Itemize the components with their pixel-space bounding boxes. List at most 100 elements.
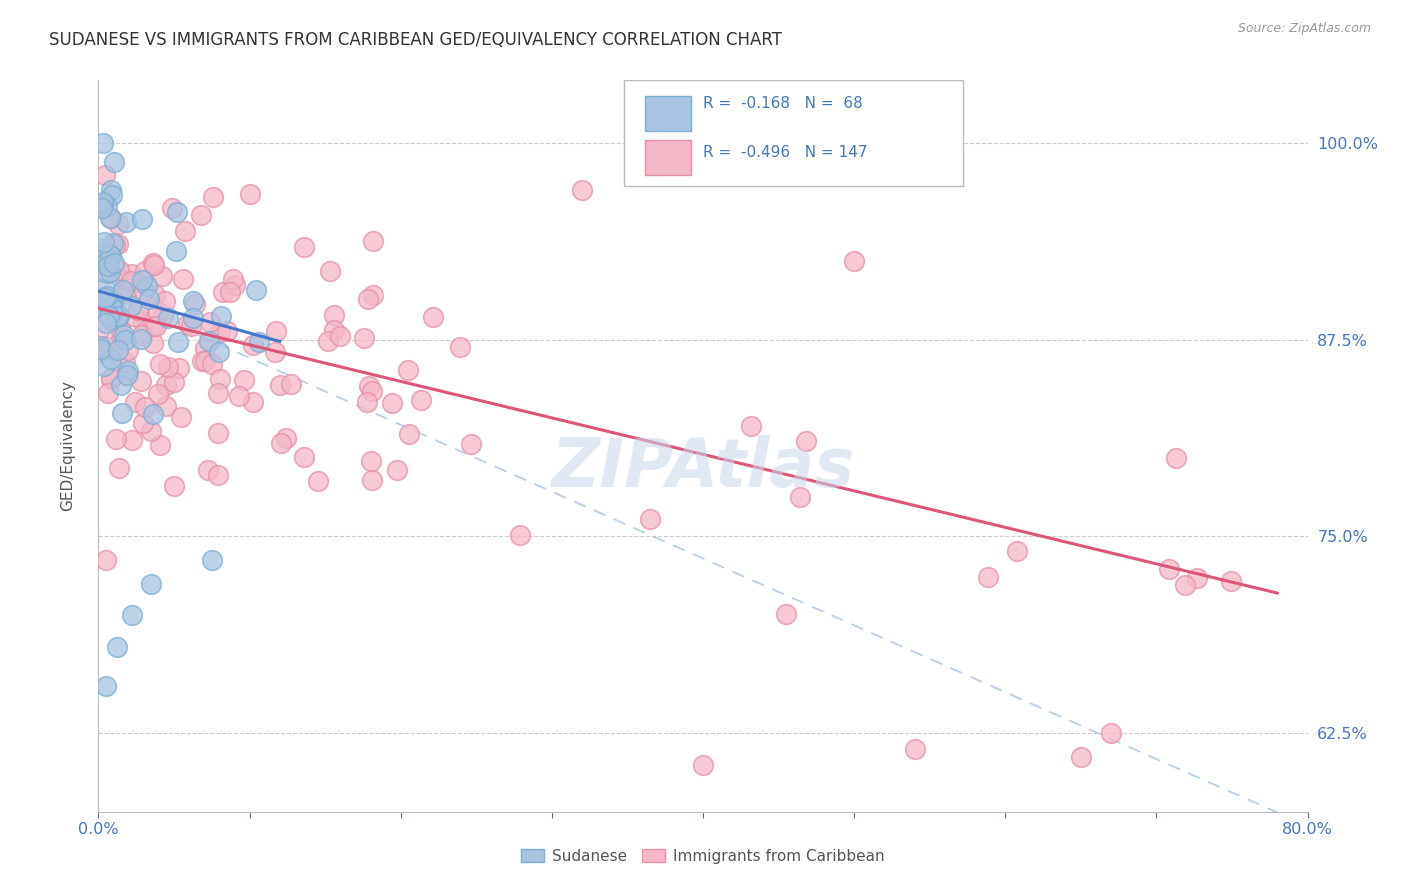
Point — [89, 322, 111, 336]
Point — [201, 553, 224, 567]
Point — [96, 553, 118, 567]
Point — [1005, 544, 1028, 558]
Point — [103, 256, 125, 270]
Point — [98, 248, 121, 262]
Point — [904, 741, 927, 756]
Point — [107, 343, 129, 357]
Point — [132, 416, 155, 430]
Point — [638, 512, 661, 526]
Point — [111, 406, 134, 420]
Point — [107, 217, 129, 231]
Point — [264, 324, 287, 338]
Point — [148, 305, 170, 319]
Point — [180, 318, 202, 333]
Point — [149, 438, 172, 452]
Point — [96, 288, 118, 302]
Point — [114, 334, 136, 348]
Point — [165, 244, 187, 259]
Point — [167, 335, 190, 350]
Point — [411, 392, 433, 407]
Point — [100, 351, 122, 366]
Point — [100, 183, 122, 197]
Point — [360, 454, 382, 468]
Point — [198, 315, 221, 329]
Point — [319, 264, 342, 278]
Point — [1185, 571, 1208, 585]
Point — [207, 425, 229, 440]
Point — [209, 372, 232, 386]
Point — [242, 395, 264, 409]
Point — [100, 211, 122, 225]
Point — [172, 272, 194, 286]
Point — [107, 236, 129, 251]
Point — [162, 478, 184, 492]
Point — [93, 359, 115, 373]
Point — [977, 570, 1000, 584]
Point — [209, 309, 232, 323]
Point — [100, 249, 122, 263]
Point — [363, 234, 385, 248]
Point — [361, 473, 384, 487]
Point — [96, 255, 118, 269]
Point — [307, 474, 329, 488]
Point — [450, 340, 472, 354]
Point — [789, 490, 811, 504]
Point — [385, 463, 408, 477]
Point — [111, 283, 134, 297]
Point — [138, 292, 160, 306]
Point — [361, 384, 384, 398]
Point — [93, 281, 115, 295]
Point — [110, 324, 132, 338]
Point — [100, 372, 122, 386]
Point — [90, 342, 112, 356]
Point — [361, 288, 384, 302]
Text: ZIPAtlas: ZIPAtlas — [551, 435, 855, 501]
Bar — [645, 140, 690, 176]
Point — [160, 202, 183, 216]
Point — [1159, 562, 1181, 576]
Point — [136, 279, 159, 293]
Point — [398, 427, 420, 442]
Point — [207, 385, 229, 400]
Point — [89, 339, 111, 353]
Point — [692, 757, 714, 772]
Point — [208, 325, 231, 339]
Point — [460, 437, 482, 451]
Point — [142, 319, 165, 334]
Point — [89, 242, 111, 256]
Point — [117, 364, 139, 378]
Point — [264, 345, 287, 359]
Point — [89, 256, 111, 270]
Point — [145, 319, 167, 334]
Point — [208, 345, 231, 359]
Point — [114, 354, 136, 368]
Point — [98, 301, 121, 316]
Point — [740, 418, 762, 433]
Point — [91, 136, 114, 151]
Point — [103, 293, 125, 308]
Point — [114, 215, 136, 229]
Point — [844, 254, 866, 268]
Point — [117, 343, 139, 357]
Point — [125, 276, 148, 290]
Point — [170, 409, 193, 424]
Point — [163, 375, 186, 389]
Point — [181, 310, 204, 325]
Point — [198, 334, 221, 348]
Point — [222, 272, 245, 286]
Point — [93, 235, 115, 250]
Point — [509, 528, 531, 542]
Point — [149, 357, 172, 371]
Point — [112, 328, 135, 343]
Point — [94, 679, 117, 693]
Point — [129, 374, 152, 388]
Point — [207, 468, 229, 483]
Point — [104, 301, 127, 316]
Text: SUDANESE VS IMMIGRANTS FROM CARIBBEAN GED/EQUIVALENCY CORRELATION CHART: SUDANESE VS IMMIGRANTS FROM CARIBBEAN GE… — [49, 31, 782, 49]
Point — [104, 433, 127, 447]
Point — [174, 224, 197, 238]
Point — [142, 336, 165, 351]
Point — [96, 266, 118, 280]
Point — [276, 431, 298, 445]
Point — [98, 309, 121, 323]
